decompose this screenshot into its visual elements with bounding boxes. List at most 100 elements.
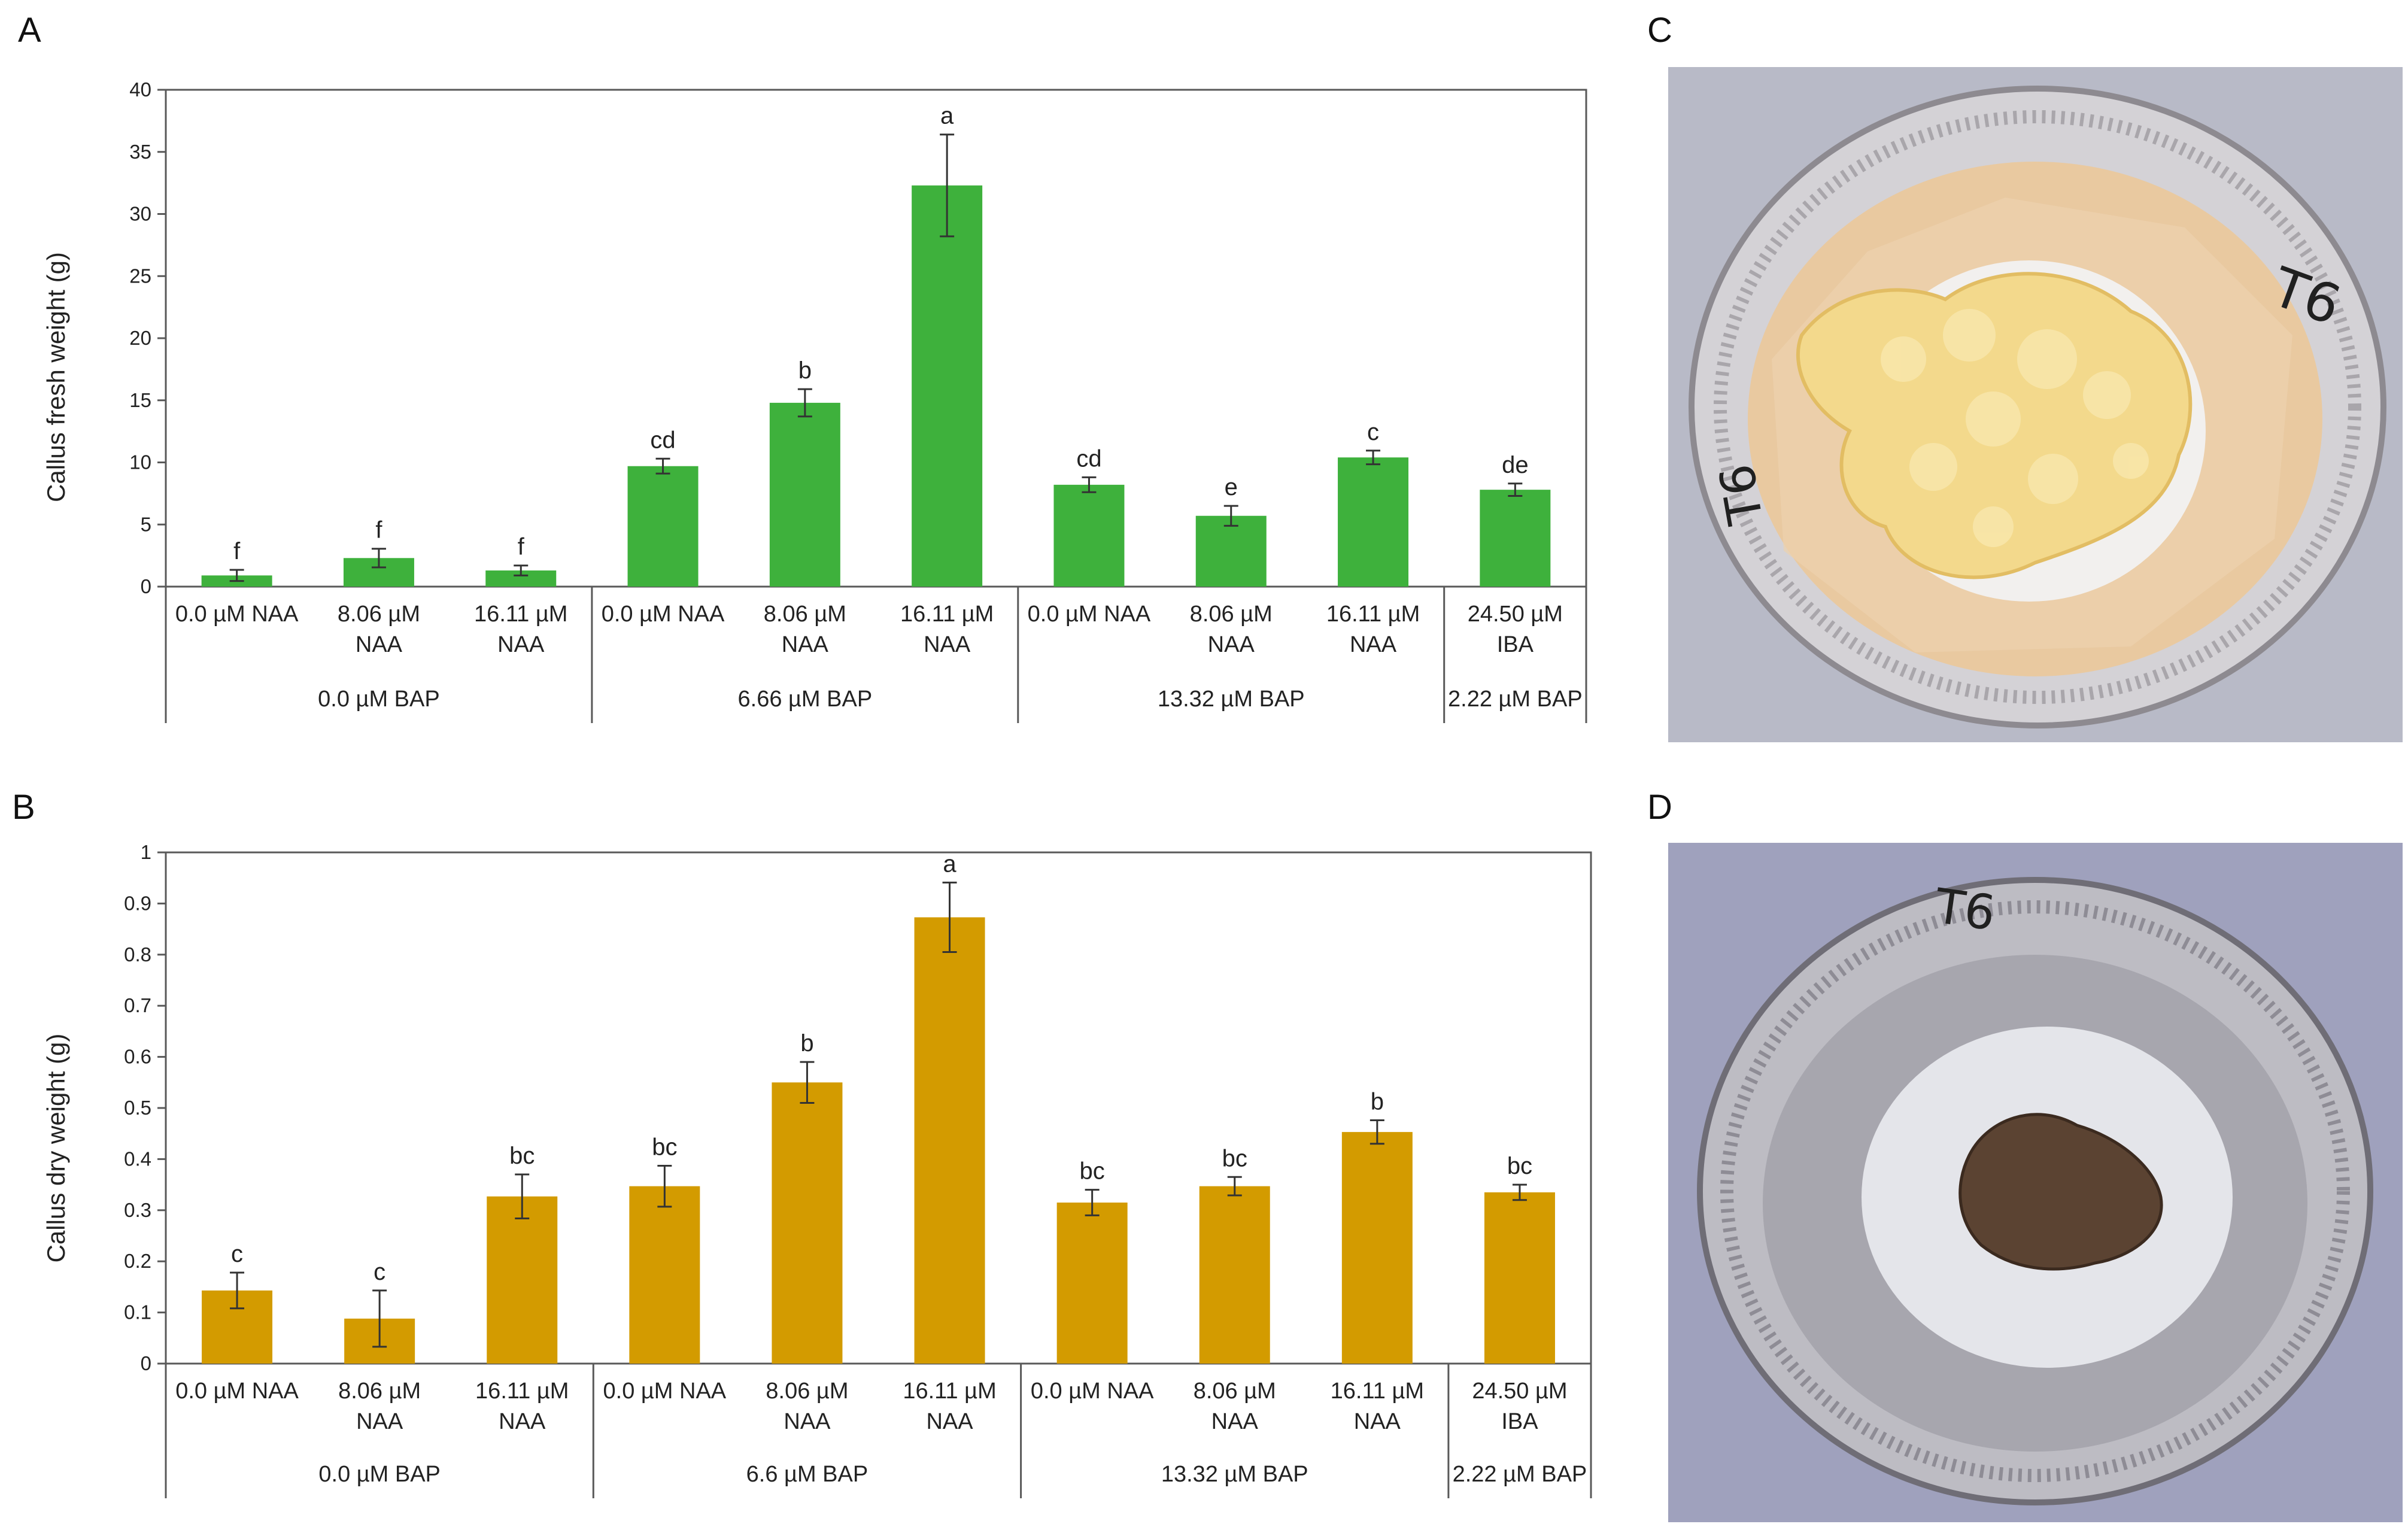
y-tick-label: 1 <box>141 841 151 863</box>
category-label: 0.0 µM NAA <box>175 602 299 627</box>
significance-letter: e <box>1225 474 1238 500</box>
photo-dry-callus: T6 <box>1668 843 2403 1522</box>
y-tick-label: 20 <box>129 327 151 349</box>
group-label: 6.6 µM BAP <box>746 1462 869 1487</box>
category-label: 8.06 µM <box>338 602 420 627</box>
group-label: 2.22 µM BAP <box>1453 1462 1587 1487</box>
y-axis-title: Callus dry weight (g) <box>42 1034 70 1263</box>
bar <box>1056 1202 1128 1364</box>
significance-letter: bc <box>509 1143 535 1169</box>
significance-letter: cd <box>1076 445 1101 472</box>
group-label: 13.32 µM BAP <box>1158 687 1305 712</box>
y-tick-label: 25 <box>129 265 151 287</box>
category-label: NAA <box>356 1409 403 1434</box>
panel-letter-a: A <box>18 11 41 50</box>
group-label: 13.32 µM BAP <box>1161 1462 1308 1487</box>
category-label: NAA <box>499 1409 546 1434</box>
category-label: 24.50 µM <box>1468 602 1563 627</box>
category-label: 8.06 µM <box>1190 602 1273 627</box>
significance-letter: bc <box>1507 1153 1532 1179</box>
y-tick-label: 0.2 <box>124 1250 151 1272</box>
significance-letter: c <box>1367 419 1379 445</box>
category-label: 8.06 µM <box>1194 1379 1276 1404</box>
photo-fresh-callus: T6 T6 <box>1668 67 2403 742</box>
significance-letter: cd <box>650 427 675 453</box>
category-label: 0.0 µM NAA <box>1028 602 1151 627</box>
category-label: 16.11 µM <box>900 602 994 627</box>
bar <box>1053 484 1125 587</box>
significance-letter: bc <box>652 1134 677 1161</box>
category-label: NAA <box>926 1409 973 1434</box>
significance-letter: f <box>518 534 525 560</box>
category-label: 16.11 µM <box>1331 1379 1424 1404</box>
category-label: NAA <box>1208 632 1255 657</box>
y-tick-label: 0.1 <box>124 1301 151 1323</box>
dry-callus-mass <box>1958 1113 2163 1271</box>
y-tick-label: 0 <box>141 575 151 597</box>
bar <box>1195 515 1267 587</box>
bar <box>629 1186 700 1364</box>
significance-letter: bc <box>1222 1145 1247 1171</box>
category-label: 8.06 µM <box>766 1379 848 1404</box>
y-tick-label: 30 <box>129 203 151 225</box>
significance-letter: b <box>798 357 812 384</box>
significance-letter: f <box>375 517 382 544</box>
chart-fresh-weight: Callus fresh weight (g) 0 5 10 15 20 25 30 35 40… <box>42 78 1587 723</box>
category-label: 16.11 µM <box>1326 602 1420 627</box>
bar <box>1338 457 1409 587</box>
panel-letter-b: B <box>12 788 35 827</box>
category-label: NAA <box>1354 1409 1401 1434</box>
group-label: 2.22 µM BAP <box>1448 687 1583 712</box>
category-label: IBA <box>1497 632 1534 657</box>
y-tick-label: 35 <box>129 141 151 163</box>
significance-letter: f <box>233 538 241 564</box>
category-label: 8.06 µM <box>338 1379 421 1404</box>
category-label: IBA <box>1501 1409 1538 1434</box>
foil-pan-ridges <box>1720 900 2350 1482</box>
bar <box>487 1196 558 1364</box>
category-label: NAA <box>784 1409 831 1434</box>
category-label: 16.11 µM <box>903 1379 996 1404</box>
y-tick-label: 0.9 <box>124 892 151 914</box>
significance-letter: b <box>800 1030 813 1057</box>
category-label: 24.50 µM <box>1472 1379 1567 1404</box>
significance-letter: b <box>1371 1088 1384 1115</box>
y-tick-label: 15 <box>129 389 151 411</box>
category-label: 16.11 µM <box>475 1379 569 1404</box>
y-tick-label: 0.6 <box>124 1046 151 1068</box>
callus-texture <box>1881 309 2149 547</box>
significance-letter: c <box>231 1241 243 1267</box>
category-label: NAA <box>924 632 971 657</box>
bar <box>627 466 699 587</box>
group-label: 0.0 µM BAP <box>318 687 440 712</box>
bar <box>912 185 983 587</box>
category-label: 0.0 µM NAA <box>175 1379 299 1404</box>
y-tick-label: 5 <box>141 513 151 535</box>
category-label: 0.0 µM NAA <box>603 1379 727 1404</box>
category-label: 16.11 µM <box>474 602 567 627</box>
category-label: NAA <box>782 632 829 657</box>
panel-letter-c: C <box>1647 11 1672 50</box>
pan-label-t6-side: T6 <box>1709 460 1774 529</box>
category-label: NAA <box>1211 1409 1259 1434</box>
bar <box>1341 1132 1413 1364</box>
bar <box>769 402 840 587</box>
significance-letter: a <box>943 851 956 877</box>
group-label: 6.66 µM BAP <box>738 687 873 712</box>
y-tick-label: 10 <box>129 451 151 473</box>
group-label: 0.0 µM BAP <box>318 1462 441 1487</box>
chart-dry-weight: Callus dry weight (g) 0 0.1 0.2 0.3 0.4 0.5 0.… <box>42 841 1592 1498</box>
category-label: 8.06 µM <box>764 602 846 627</box>
category-label: 0.0 µM NAA <box>602 602 725 627</box>
category-label: NAA <box>356 632 403 657</box>
category-label: NAA <box>497 632 545 657</box>
category-label: NAA <box>1350 632 1397 657</box>
significance-letter: a <box>940 103 954 129</box>
bar <box>914 917 985 1364</box>
significance-letter: c <box>374 1259 385 1285</box>
panel-letter-d: D <box>1647 788 1672 827</box>
bar <box>1484 1192 1555 1364</box>
pan-label-t6: T6 <box>1931 878 1999 942</box>
bar <box>772 1082 843 1364</box>
